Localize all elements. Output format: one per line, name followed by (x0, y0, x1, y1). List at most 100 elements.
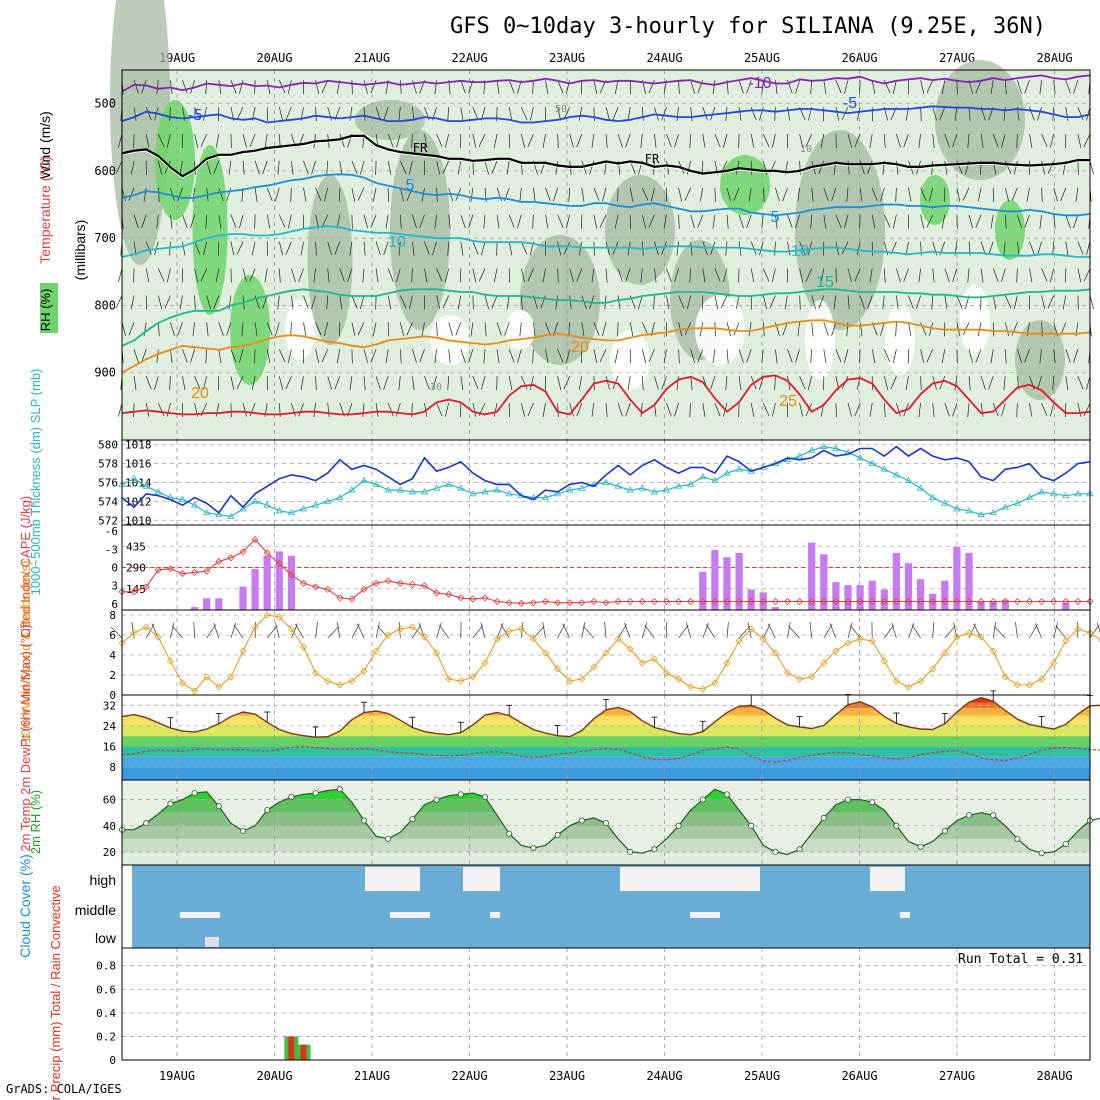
rh-marker (385, 835, 392, 842)
cape-bar (844, 585, 852, 610)
upper-wind-barb (690, 107, 693, 122)
rh-band (122, 851, 1090, 865)
cloud-axis-label: Cloud Cover (%) (17, 854, 33, 957)
upper-wind-barb (750, 133, 755, 148)
upper-wind-barb (932, 106, 937, 121)
upper-wind-barb (226, 322, 232, 336)
upper-wind-barb (349, 107, 353, 122)
upper-wind-barb (890, 376, 897, 390)
surface-wind-barb (1015, 622, 1018, 639)
upper-wind-barb (408, 295, 413, 310)
upper-wind-barb (460, 214, 466, 229)
wind-speed-marker (662, 669, 671, 677)
upper-wind-barb (432, 376, 437, 390)
cape-bar (977, 601, 985, 610)
rh-marker (215, 803, 222, 810)
upper-wind-barb (968, 376, 971, 391)
upper-wind-barb (627, 376, 631, 391)
thickness-marker (154, 488, 163, 495)
upper-wind-barb (882, 295, 885, 310)
isotherm-label: -5 (188, 107, 202, 124)
thickness-marker (711, 476, 719, 484)
surface-wind-barb (230, 622, 237, 639)
upper-wind-barb (412, 214, 417, 229)
isotherm-label: 10 (388, 234, 406, 251)
upper-wind-barb (1024, 80, 1030, 94)
upper-wind-barb (593, 187, 600, 201)
surface-wind-barb (500, 624, 510, 639)
upper-wind-barb (1052, 241, 1055, 256)
upper-wind-barb (363, 107, 366, 122)
lifted-index-marker (566, 599, 574, 607)
upper-wind-barb (444, 268, 450, 283)
upper-wind-barb (650, 187, 655, 202)
upper-wind-barb (653, 295, 655, 310)
upper-wind-barb (795, 80, 800, 94)
upper-wind-barb (1004, 187, 1010, 202)
lifted-index-marker (892, 597, 900, 606)
upper-wind-barb (666, 133, 672, 148)
rh-low-area (505, 310, 535, 350)
wind-speed-marker (287, 625, 295, 633)
upper-wind-barb (311, 295, 316, 309)
lifted-index-marker (904, 597, 913, 606)
upper-wind-barb (287, 349, 292, 363)
upper-wind-barb (399, 160, 407, 174)
thickness-marker (1025, 493, 1034, 501)
upper-wind-barb (640, 268, 643, 283)
upper-wind-barb (481, 376, 486, 390)
upper-wind-barb (638, 295, 643, 310)
rh-tick-label: 40 (103, 820, 116, 833)
thickness-tick-label: 572 (98, 514, 118, 527)
upper-wind-barb (726, 349, 729, 364)
cape-bar (239, 586, 247, 610)
isotherm-label: -5 (843, 95, 857, 112)
cloud-low-block (205, 937, 219, 947)
upper-wind-barb (714, 133, 721, 148)
lifted-index-marker (433, 589, 441, 597)
upper-wind-barb (156, 80, 159, 95)
upper-wind-barb (614, 349, 619, 364)
upper-wind-barb (242, 160, 245, 175)
upper-wind-barb (527, 402, 534, 417)
upper-wind-barb (952, 133, 958, 148)
surface-wind-barb (993, 626, 1006, 639)
upper-wind-barb (625, 133, 631, 148)
rh-marker (312, 790, 319, 797)
upper-wind-barb (1037, 106, 1042, 121)
upper-wind-barb (799, 376, 806, 390)
upper-wind-barb (424, 133, 428, 148)
lifted-index-marker (324, 585, 332, 593)
upper-wind-barb (520, 241, 528, 255)
upper-wind-barb (799, 268, 804, 283)
upper-wind-barb (298, 402, 304, 417)
lifted-index-marker (1062, 597, 1070, 606)
surface-wind-barb (171, 625, 183, 639)
upper-wind-barb (833, 295, 837, 310)
cloud-mid-block (490, 912, 500, 918)
wind-tick-label: 4 (109, 649, 116, 662)
slp-tick-label: 1016 (125, 458, 152, 471)
wind-speed-marker (324, 677, 332, 685)
upper-wind-barb (896, 268, 901, 283)
rh-marker (530, 845, 537, 852)
upper-wind-barb (157, 268, 165, 282)
upper-wind-barb (581, 187, 585, 202)
upper-wind-barb (895, 187, 897, 202)
upper-wind-barb (1083, 133, 1091, 147)
upper-wind-barb (396, 402, 401, 417)
cape-bar (880, 589, 888, 610)
upper-wind-barb (164, 295, 171, 309)
upper-wind-barb (967, 268, 970, 283)
upper-wind-barb (542, 403, 546, 417)
upper-wind-barb (684, 187, 692, 201)
upper-wind-barb (460, 241, 464, 256)
upper-wind-barb (762, 322, 765, 337)
upper-wind-barb (625, 268, 631, 282)
upper-wind-barb (569, 295, 572, 310)
upper-wind-barb (725, 241, 728, 256)
upper-wind-barb (810, 80, 813, 95)
upper-wind-barb (1073, 349, 1079, 363)
thickness-marker (1013, 499, 1022, 506)
thickness-marker (1037, 488, 1046, 495)
